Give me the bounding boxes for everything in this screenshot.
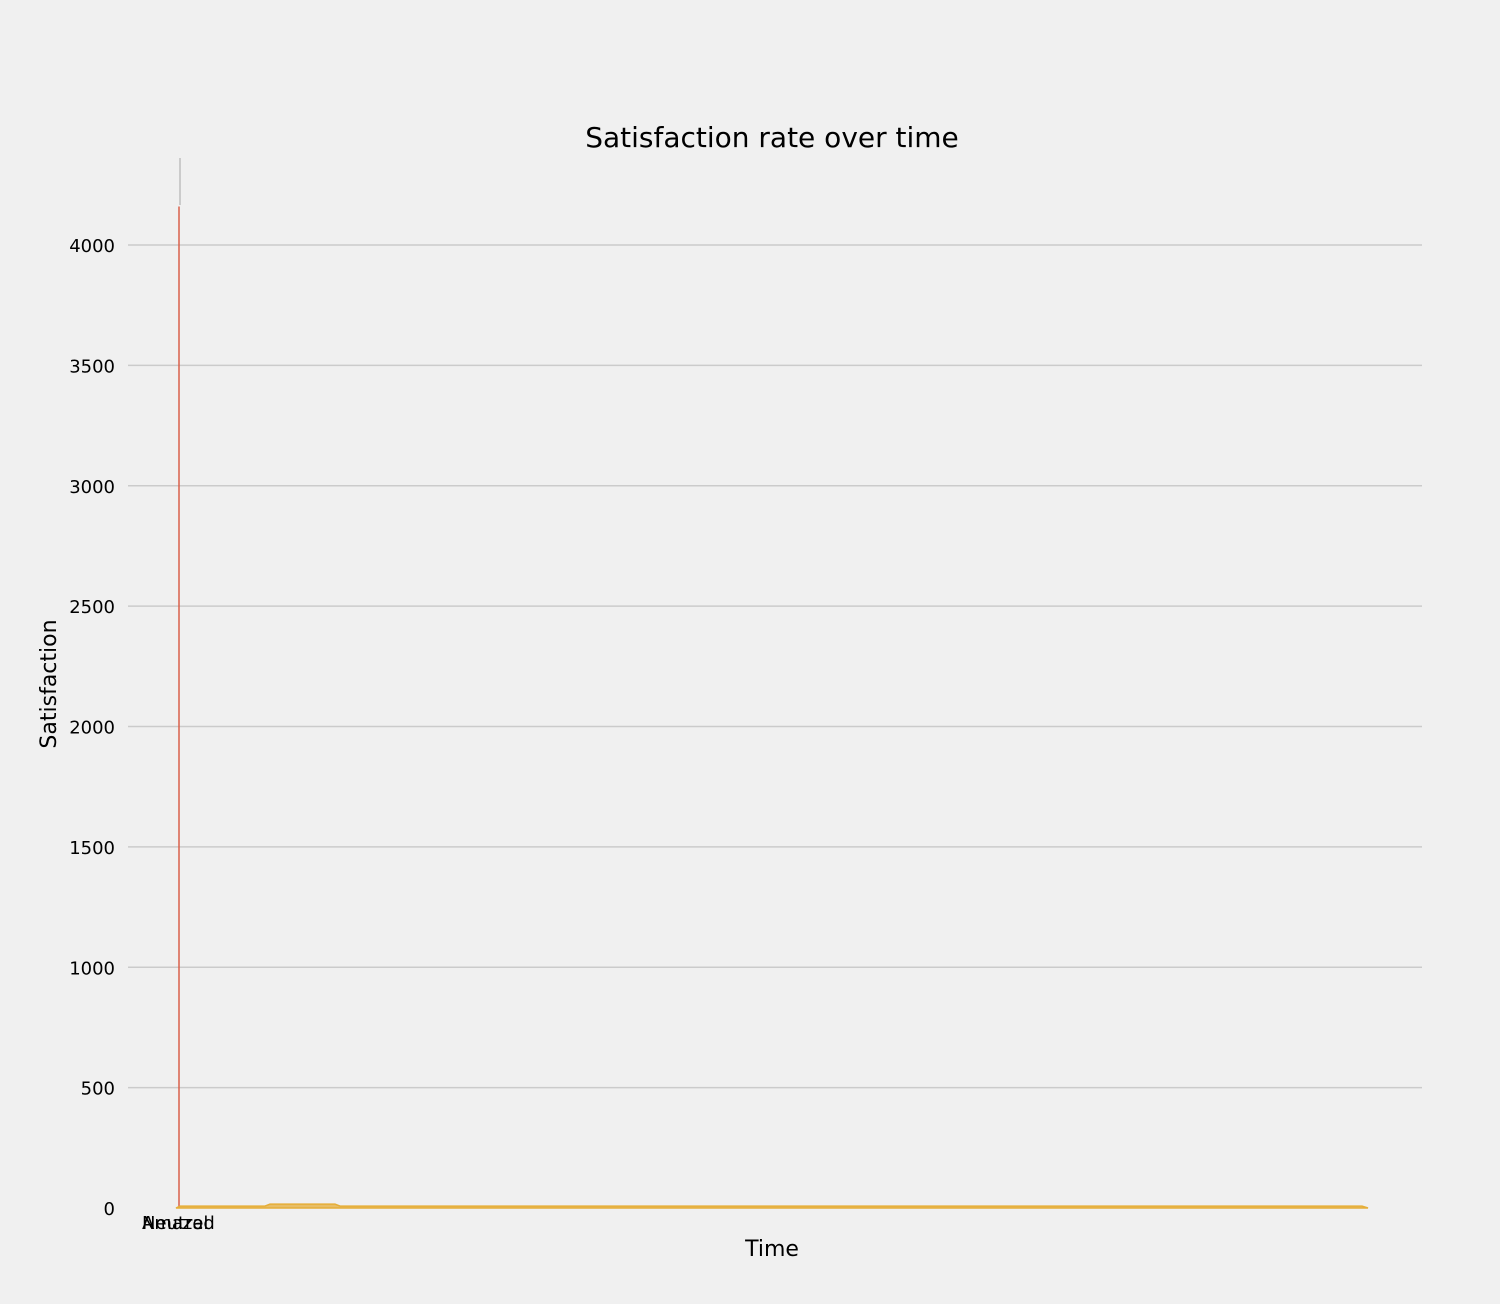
series-layer	[175, 206, 1369, 1209]
y-tick-label-2500: 2500	[69, 597, 115, 618]
y-tick-label-4000: 4000	[69, 236, 115, 257]
y-tick-label-0: 0	[104, 1199, 115, 1220]
y-axis-label: Satisfaction	[37, 619, 62, 748]
chart-title: Satisfaction rate over time	[585, 121, 959, 154]
x-axis-label: Time	[744, 1237, 799, 1262]
y-tick-label-500: 500	[81, 1079, 115, 1100]
x-tick-label-neutral: Neutral	[142, 1213, 208, 1234]
y-tick-label-3500: 3500	[69, 356, 115, 377]
y-tick-label-2000: 2000	[69, 718, 115, 739]
series-1-area	[175, 1203, 1369, 1209]
grid-layer	[128, 244, 1422, 1089]
y-tick-label-1000: 1000	[69, 958, 115, 979]
y-tick-label-3000: 3000	[69, 477, 115, 498]
y-tick-label-1500: 1500	[69, 838, 115, 859]
y-tick-layer: 0 500 1000 1500 2000 2500 3000 3500 4000	[69, 236, 115, 1220]
x-tick-label-amazed: Amazed	[142, 1213, 215, 1234]
